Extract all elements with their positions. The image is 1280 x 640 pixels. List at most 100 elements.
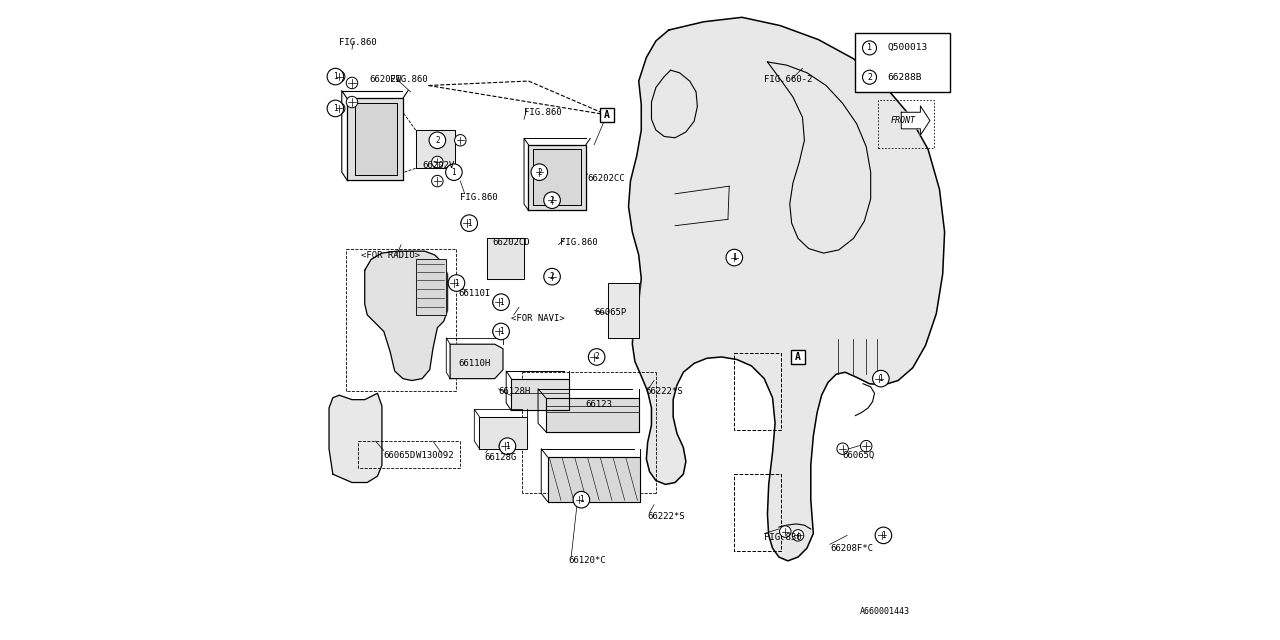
Text: 1: 1 [499,298,503,307]
Polygon shape [329,394,381,483]
Text: 66222*S: 66222*S [648,512,685,521]
Text: 1: 1 [506,442,509,451]
Text: 1: 1 [333,72,338,81]
Circle shape [863,41,877,55]
Text: 2: 2 [549,196,554,205]
Circle shape [873,371,890,387]
Circle shape [873,373,884,385]
Polygon shape [901,106,931,135]
Text: 66222*S: 66222*S [645,387,682,396]
Circle shape [534,166,545,178]
Text: A: A [795,352,801,362]
Circle shape [544,268,561,285]
Polygon shape [545,397,639,431]
Circle shape [544,192,561,209]
Text: 1: 1 [333,104,338,113]
Text: 66202CC: 66202CC [588,174,626,183]
Circle shape [431,175,443,187]
Text: 1: 1 [454,278,458,287]
Text: Q500013: Q500013 [887,44,928,52]
Circle shape [347,97,357,108]
Bar [855,33,950,92]
Text: 66202V: 66202V [422,161,454,170]
Polygon shape [480,417,526,449]
Text: 1: 1 [878,374,883,383]
Text: A: A [604,110,609,120]
Circle shape [728,252,740,263]
Text: FIG.660-2: FIG.660-2 [764,75,813,84]
Text: 66208F*C: 66208F*C [829,543,873,552]
Text: 1: 1 [499,327,503,336]
Text: 66123: 66123 [586,399,613,408]
Circle shape [573,494,585,506]
Text: 66065D: 66065D [384,451,416,460]
Text: 2: 2 [867,73,872,82]
Circle shape [334,102,346,114]
Circle shape [499,438,516,454]
Circle shape [448,277,460,289]
Polygon shape [347,99,403,180]
Circle shape [589,349,605,365]
Circle shape [780,526,791,538]
Circle shape [531,164,548,180]
Circle shape [837,443,849,454]
Text: FIG.860: FIG.860 [561,237,598,247]
Text: 2: 2 [594,353,599,362]
Text: 2: 2 [538,168,541,177]
Text: 66202CD: 66202CD [493,237,530,247]
Text: 1: 1 [881,531,886,540]
Text: 1: 1 [867,44,872,52]
Text: FIG.860: FIG.860 [461,193,498,202]
Polygon shape [628,17,945,561]
Polygon shape [548,457,640,502]
Bar [791,350,805,364]
Circle shape [547,195,558,206]
Circle shape [461,215,477,232]
Circle shape [589,351,600,363]
Circle shape [573,492,590,508]
Circle shape [448,275,465,291]
Circle shape [454,134,466,146]
Text: 66120*C: 66120*C [568,556,607,565]
Polygon shape [511,379,568,410]
Polygon shape [355,103,397,175]
Circle shape [547,271,558,282]
Polygon shape [451,344,503,379]
Text: 2: 2 [435,136,439,145]
Text: FRONT: FRONT [891,116,915,125]
Polygon shape [416,130,456,168]
Text: 1: 1 [452,168,456,177]
Polygon shape [365,251,448,381]
Circle shape [328,68,344,85]
Text: 1: 1 [467,219,471,228]
Circle shape [493,323,509,340]
Text: W130092: W130092 [416,451,453,460]
Text: 66065P: 66065P [594,308,626,317]
Circle shape [726,249,742,266]
Text: 66288B: 66288B [887,73,922,82]
Text: A660001443: A660001443 [860,607,910,616]
Text: FIG.860: FIG.860 [339,38,376,47]
Text: 2: 2 [549,272,554,281]
Text: FIG.830: FIG.830 [764,533,801,543]
Text: 1: 1 [579,495,584,504]
Circle shape [876,527,892,543]
Text: 66128G: 66128G [484,452,516,461]
Text: FIG.860: FIG.860 [390,75,428,84]
Polygon shape [532,149,581,205]
Text: 66202W: 66202W [369,75,402,84]
Circle shape [499,440,511,452]
Polygon shape [416,259,445,315]
Circle shape [429,132,445,148]
Circle shape [347,77,357,89]
Circle shape [493,326,504,337]
Circle shape [431,156,443,168]
Circle shape [863,70,877,84]
Polygon shape [488,239,524,278]
Text: <FOR NAVI>: <FOR NAVI> [511,314,564,323]
Circle shape [328,100,344,116]
Text: 66110I: 66110I [458,289,490,298]
Bar [600,108,614,122]
Circle shape [334,71,346,83]
Text: 66110H: 66110H [458,359,490,368]
